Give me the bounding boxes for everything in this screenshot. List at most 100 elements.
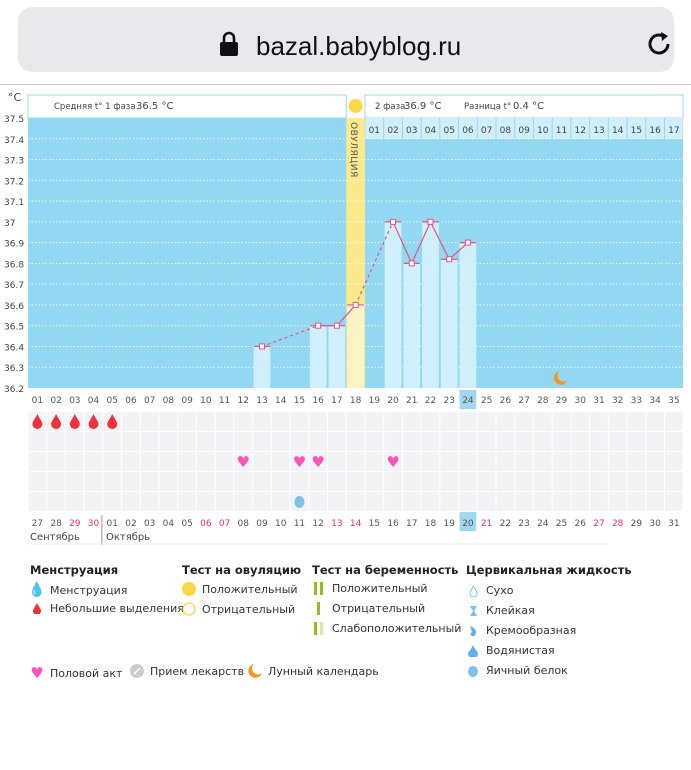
negative-circle-icon — [182, 602, 196, 616]
symptom-cell — [646, 412, 664, 431]
symptom-cell — [234, 452, 253, 471]
symptom-cell — [477, 492, 496, 511]
symptom-cell — [459, 472, 477, 491]
date-label: 10 — [275, 519, 287, 529]
legend-item: Положительный — [312, 582, 428, 595]
watery-drop-icon — [466, 644, 480, 657]
phase2-day-label: 06 — [462, 126, 474, 136]
address-bar[interactable]: bazal.babyblog.ru — [18, 7, 674, 72]
temp-point — [446, 256, 453, 263]
symptom-cell — [459, 452, 477, 471]
y-tick-label: 36.5 — [4, 323, 24, 333]
date-label: 09 — [256, 519, 268, 529]
symptom-cell — [365, 492, 384, 511]
reload-icon[interactable] — [644, 29, 674, 59]
temp-point — [390, 218, 397, 225]
date-label: 17 — [406, 519, 417, 529]
unit-label: °C — [8, 91, 22, 104]
phase2-day-label: 17 — [668, 126, 679, 136]
symptom-cell — [608, 472, 627, 491]
phase2-day-cell — [571, 118, 590, 139]
cycle-day-label: 28 — [537, 396, 549, 406]
phase2-day-label: 01 — [369, 126, 380, 136]
divider — [0, 84, 691, 85]
date-label: 30 — [88, 519, 100, 529]
date-label: 08 — [238, 519, 250, 529]
symptom-cell — [421, 452, 440, 471]
phase2-day-cell — [365, 118, 384, 139]
symptom-cell — [122, 432, 140, 451]
temp-bar — [309, 325, 327, 388]
date-label: 30 — [649, 519, 661, 529]
symptom-cell — [65, 492, 84, 511]
symptom-cell — [290, 412, 309, 431]
date-label: 11 — [294, 519, 305, 529]
symptom-cell — [122, 472, 140, 491]
symptom-cell — [515, 412, 533, 431]
lock-icon — [220, 31, 238, 56]
legend-item: Отрицательный — [182, 602, 295, 616]
date-label: 16 — [387, 519, 399, 529]
cycle-day-label: 04 — [88, 396, 100, 406]
symptom-cell — [309, 432, 328, 451]
temp-bar — [347, 304, 364, 388]
symptom-cell — [28, 452, 47, 471]
symptom-cell — [84, 452, 103, 471]
cycle-day-label: 31 — [593, 396, 604, 406]
legend-ovulation-title: Тест на овуляцию — [182, 563, 302, 577]
small-drop-icon — [30, 603, 44, 614]
cycle-day-label: 21 — [406, 396, 417, 406]
temp-point — [352, 301, 359, 308]
date-label: 13 — [331, 519, 342, 529]
symptom-cell — [196, 492, 215, 511]
phase2-day-label: 08 — [500, 126, 512, 136]
y-tick-label: 36.8 — [4, 260, 24, 270]
symptom-cell — [178, 452, 196, 471]
symptom-cell — [47, 432, 65, 451]
symptom-cell — [440, 412, 459, 431]
y-tick-label: 36.6 — [4, 302, 24, 312]
symptom-cell — [271, 412, 290, 431]
current-day-highlight — [459, 390, 477, 409]
symptom-cell — [328, 492, 346, 511]
symptom-cell — [646, 432, 664, 451]
symptom-cell — [122, 412, 140, 431]
heart-icon: ♥ — [311, 453, 324, 471]
egg-white-icon — [294, 496, 305, 508]
phase1-value: 36.5 °C — [136, 101, 173, 112]
cycle-day-label: 06 — [125, 396, 137, 406]
temp-point — [259, 343, 265, 350]
phase2-day-label: 11 — [556, 126, 567, 136]
symptom-cell — [608, 412, 627, 431]
cycle-day-label: 22 — [425, 396, 436, 406]
temp-line-segment — [336, 304, 357, 327]
date-label: 05 — [181, 519, 192, 529]
cycle-day-label: 02 — [50, 396, 61, 406]
symptom-cell — [253, 412, 271, 431]
symptom-cell — [402, 472, 421, 491]
symptom-cell — [178, 412, 196, 431]
symptom-cell — [552, 432, 571, 451]
legend-menstruation-title: Менструация — [30, 563, 119, 577]
symptom-cell — [627, 492, 646, 511]
cycle-day-label: 11 — [219, 396, 230, 406]
phase2-day-label: 09 — [518, 126, 530, 136]
date-label: 07 — [219, 519, 230, 529]
date-label: 28 — [50, 519, 62, 529]
phase2-day-cell — [608, 118, 627, 139]
symptom-cell — [196, 432, 215, 451]
symptom-cell — [103, 492, 122, 511]
faint-line-icon — [312, 622, 326, 635]
symptom-cell — [384, 492, 402, 511]
symptom-cell — [65, 472, 84, 491]
symptom-cell — [627, 452, 646, 471]
blood-drop-icon — [32, 414, 43, 429]
sticky-icon — [466, 605, 480, 617]
phase2-day-cell — [421, 118, 440, 139]
symptom-cell — [365, 452, 384, 471]
blood-drop-icon — [107, 414, 118, 429]
y-tick-label: 37.2 — [4, 177, 24, 187]
phase2-day-label: 05 — [443, 126, 454, 136]
phase2-day-cell — [646, 118, 664, 139]
symptom-cell — [290, 472, 309, 491]
